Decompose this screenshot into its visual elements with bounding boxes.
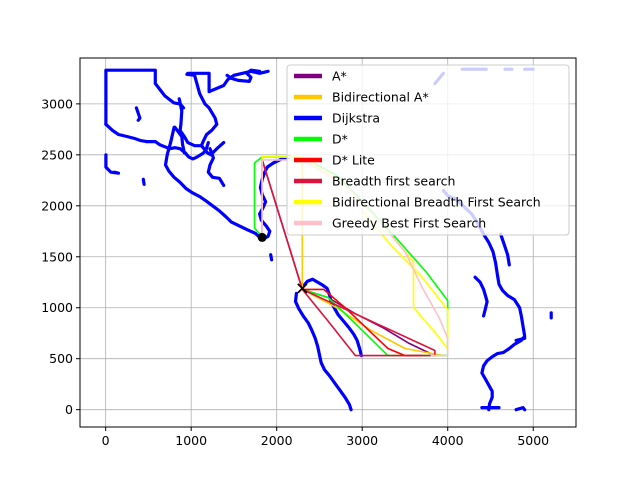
y-tick-label: 500 — [49, 351, 73, 366]
obstacle-boundary — [225, 68, 262, 84]
obstacle-boundary — [473, 275, 489, 318]
obstacle-boundary — [514, 336, 527, 342]
plot-area — [104, 67, 553, 412]
marker-layer — [257, 232, 308, 294]
tick-layer: 0 1000 2000 3000 4000 5000 0 500 1000 1500 2000 250… — [41, 96, 549, 448]
x-tick-label: 0 — [102, 433, 110, 448]
legend-label-d: D* — [332, 132, 348, 147]
legend-box — [286, 64, 570, 236]
obstacle-boundary — [293, 291, 353, 412]
obstacle-boundary — [206, 147, 226, 187]
obstacle-boundary — [104, 122, 149, 144]
legend-label-bidirectional-breadth-first-search: Bidirectional Breadth First Search — [332, 195, 541, 210]
legend-label-a: A* — [332, 69, 347, 84]
x-tick-label: 4000 — [432, 433, 464, 448]
obstacle-boundary — [173, 125, 186, 155]
obstacle-boundary — [499, 232, 511, 267]
legend-label-bidirectional-a: Bidirectional A* — [332, 90, 429, 105]
y-tick-label: 2500 — [41, 147, 73, 162]
x-tick-label: 2000 — [261, 433, 293, 448]
obstacle-boundary — [104, 153, 121, 175]
legend-entries: A* Bidirectional A* Dijkstra D* D* Lite Bread… — [294, 69, 541, 231]
obstacle-layer — [104, 67, 553, 412]
legend-label-d-lite: D* Lite — [332, 153, 375, 168]
start-marker — [257, 232, 267, 242]
obstacle-boundary — [185, 72, 219, 148]
x-tick-label: 5000 — [517, 433, 549, 448]
axes-frame — [79, 57, 577, 428]
obstacle-boundary — [269, 253, 274, 262]
path-breadth-first-search — [261, 159, 436, 357]
legend-label-dijkstra: Dijkstra — [332, 111, 380, 126]
y-tick-label: 1500 — [41, 249, 73, 264]
obstacle-boundary — [134, 106, 142, 122]
legend-label-breadth-first-search: Breadth first search — [332, 174, 455, 189]
legend: A* Bidirectional A* Dijkstra D* D* Lite Bread… — [286, 64, 570, 236]
y-tick-label: 0 — [65, 402, 73, 417]
obstacle-boundary — [253, 155, 292, 240]
goal-marker — [297, 283, 308, 294]
y-tick-label: 1000 — [41, 300, 73, 315]
x-tick-label: 3000 — [346, 433, 378, 448]
x-tick-label: 1000 — [175, 433, 207, 448]
series-layer — [253, 156, 449, 357]
y-tick-label: 2000 — [41, 198, 73, 213]
obstacle-boundary — [514, 406, 527, 412]
obstacle-boundary — [163, 125, 257, 235]
y-tick-label: 3000 — [41, 96, 73, 111]
legend-label-greedy-best-first-search: Greedy Best First Search — [332, 216, 486, 231]
obstacle-boundary — [104, 68, 186, 126]
path-d — [253, 156, 449, 357]
obstacle-boundary — [141, 177, 146, 186]
